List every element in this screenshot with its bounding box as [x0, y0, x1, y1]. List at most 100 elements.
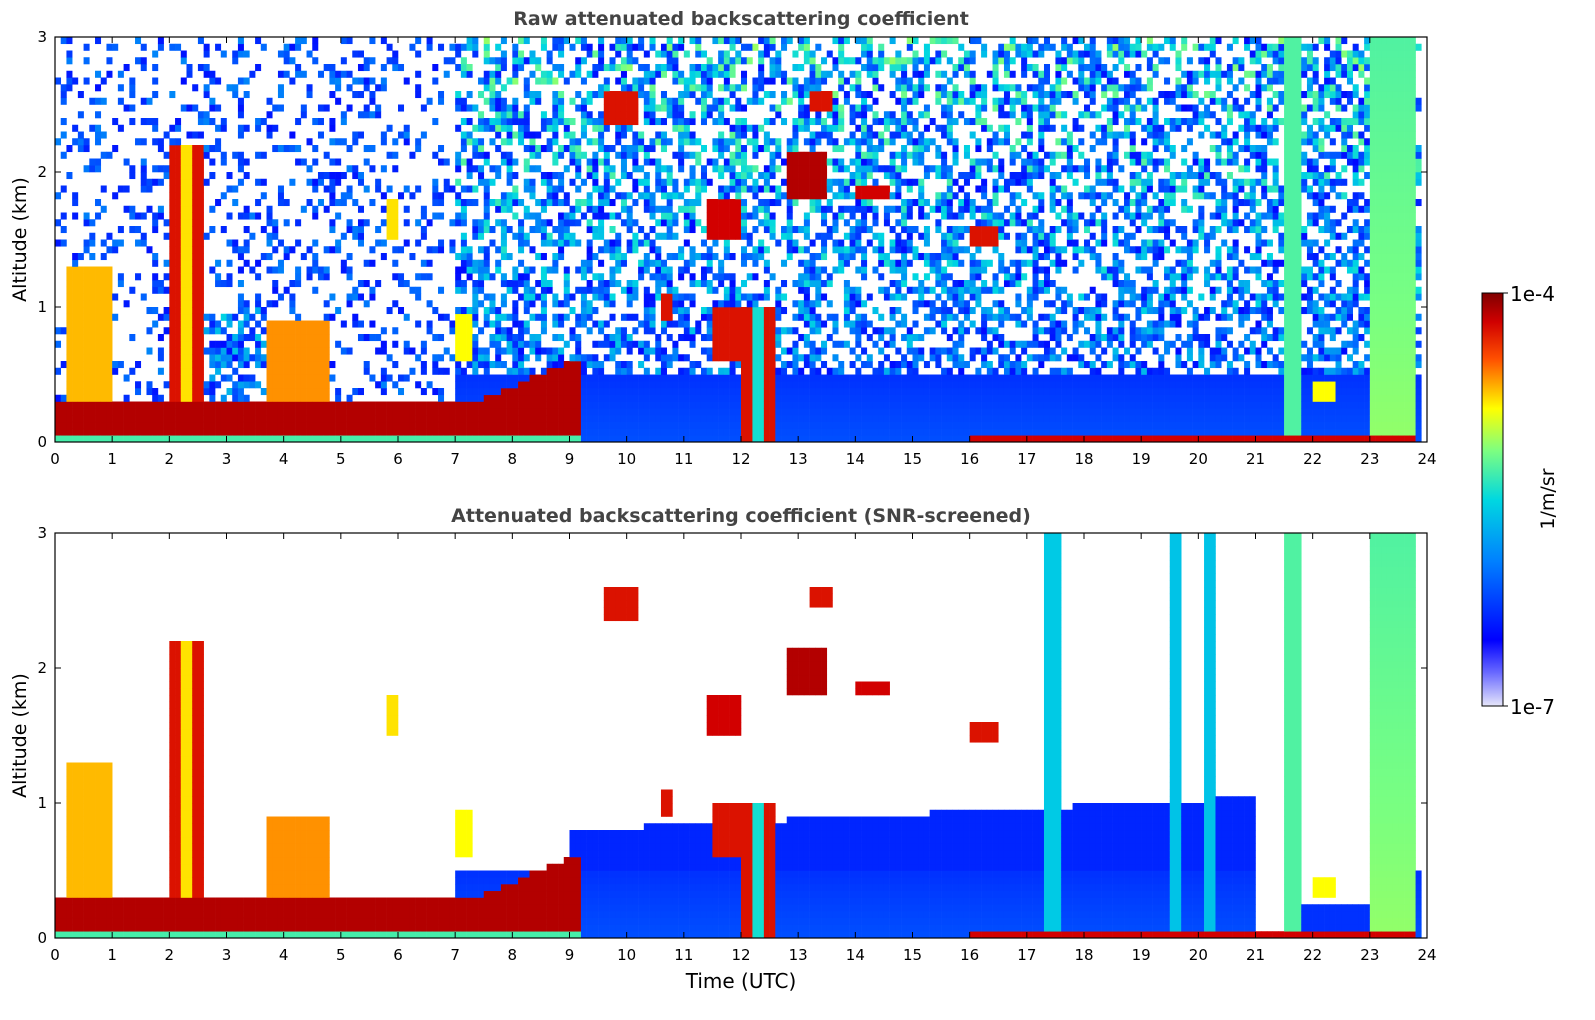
heatmap-cell: [838, 158, 845, 166]
heatmap-cell: [718, 280, 725, 288]
heatmap-cell: [340, 232, 347, 240]
heatmap-cell: [306, 421, 313, 429]
heatmap-cell: [506, 327, 513, 335]
heatmap-cell: [306, 327, 313, 335]
heatmap-cell: [540, 307, 547, 315]
heatmap-cell: [489, 401, 496, 409]
heatmap-cell: [763, 327, 770, 335]
heatmap-cell: [483, 307, 490, 315]
heatmap-cell: [700, 165, 707, 173]
heatmap-cell: [729, 415, 736, 423]
heatmap-cell: [237, 253, 244, 261]
heatmap-cell: [478, 232, 485, 240]
heatmap-cell: [758, 57, 765, 65]
heatmap-cell: [523, 212, 530, 220]
heatmap-cell: [117, 185, 124, 193]
heatmap-cell: [77, 435, 84, 443]
heatmap-cell: [580, 361, 587, 369]
heatmap-cell: [546, 388, 553, 396]
heatmap-cell: [95, 199, 102, 207]
heatmap-cell: [175, 401, 182, 409]
heatmap-cell: [535, 57, 542, 65]
heatmap-cell: [169, 138, 176, 146]
heatmap-cell: [861, 347, 868, 355]
heatmap-cell: [220, 354, 227, 362]
heatmap-cell: [626, 212, 633, 220]
heatmap-cell: [180, 199, 187, 207]
heatmap-cell: [758, 347, 765, 355]
heatmap-cell: [329, 401, 336, 409]
heatmap-cell: [300, 158, 307, 166]
heatmap-cell: [598, 185, 605, 193]
heatmap-cell: [683, 219, 690, 227]
heatmap-cell: [660, 104, 667, 112]
heatmap-cell: [689, 388, 696, 396]
heatmap-cell: [895, 151, 902, 159]
heatmap-cell: [815, 293, 822, 301]
heatmap-cell: [392, 415, 399, 423]
heatmap-cell: [769, 401, 776, 409]
heatmap-cell: [386, 124, 393, 132]
heatmap-cell: [398, 192, 405, 200]
heatmap-cell: [758, 246, 765, 254]
heatmap-cell: [798, 185, 805, 193]
heatmap-cell: [478, 77, 485, 85]
heatmap-cell: [306, 91, 313, 99]
heatmap-cell: [363, 64, 370, 72]
heatmap-cell: [792, 165, 799, 173]
heatmap-cell: [729, 394, 736, 402]
heatmap-cell: [672, 307, 679, 315]
heatmap-cell: [283, 320, 290, 328]
heatmap-cell: [552, 266, 559, 274]
heatmap-cell: [403, 313, 410, 321]
heatmap-cell: [523, 394, 530, 402]
heatmap-cell: [466, 104, 473, 112]
heatmap-cell: [603, 178, 610, 186]
heatmap-cell: [826, 226, 833, 234]
heatmap-cell: [586, 280, 593, 288]
heatmap-cell: [889, 421, 896, 429]
heatmap-cell: [809, 361, 816, 369]
heatmap-cell: [718, 273, 725, 281]
heatmap-cell: [95, 158, 102, 166]
heatmap-cell: [815, 354, 822, 362]
heatmap-cell: [512, 50, 519, 58]
heatmap-cell: [197, 428, 204, 436]
heatmap-cell: [741, 43, 748, 51]
heatmap-cell: [832, 374, 839, 382]
heatmap-cell: [849, 428, 856, 436]
heatmap-cell: [609, 313, 616, 321]
heatmap-cell: [632, 178, 639, 186]
heatmap-cell: [420, 205, 427, 213]
heatmap-cell: [186, 158, 193, 166]
heatmap-cell: [746, 327, 753, 335]
heatmap-cell: [495, 435, 502, 443]
heatmap-cell: [895, 64, 902, 72]
heatmap-cell: [729, 131, 736, 139]
heatmap-cell: [249, 421, 256, 429]
heatmap-cell: [752, 205, 759, 213]
heatmap-cell: [769, 165, 776, 173]
heatmap-cell: [197, 158, 204, 166]
heatmap-cell: [552, 104, 559, 112]
heatmap-cell: [237, 334, 244, 342]
heatmap-cell: [306, 361, 313, 369]
heatmap-cell: [758, 50, 765, 58]
heatmap-cell: [700, 91, 707, 99]
heatmap-cell: [878, 313, 885, 321]
heatmap-cell: [723, 77, 730, 85]
heatmap-cell: [186, 131, 193, 139]
heatmap-cell: [106, 367, 113, 375]
heatmap-cell: [592, 354, 599, 362]
heatmap-cell: [689, 367, 696, 375]
heatmap-cell: [215, 415, 222, 423]
heatmap-cell: [363, 84, 370, 92]
heatmap-cell: [638, 84, 645, 92]
heatmap-cell: [666, 226, 673, 234]
heatmap-cell: [175, 192, 182, 200]
heatmap-cell: [632, 138, 639, 146]
heatmap-cell: [500, 37, 507, 45]
heatmap-cell: [746, 367, 753, 375]
heatmap-cell: [706, 259, 713, 267]
heatmap-cell: [209, 118, 216, 126]
